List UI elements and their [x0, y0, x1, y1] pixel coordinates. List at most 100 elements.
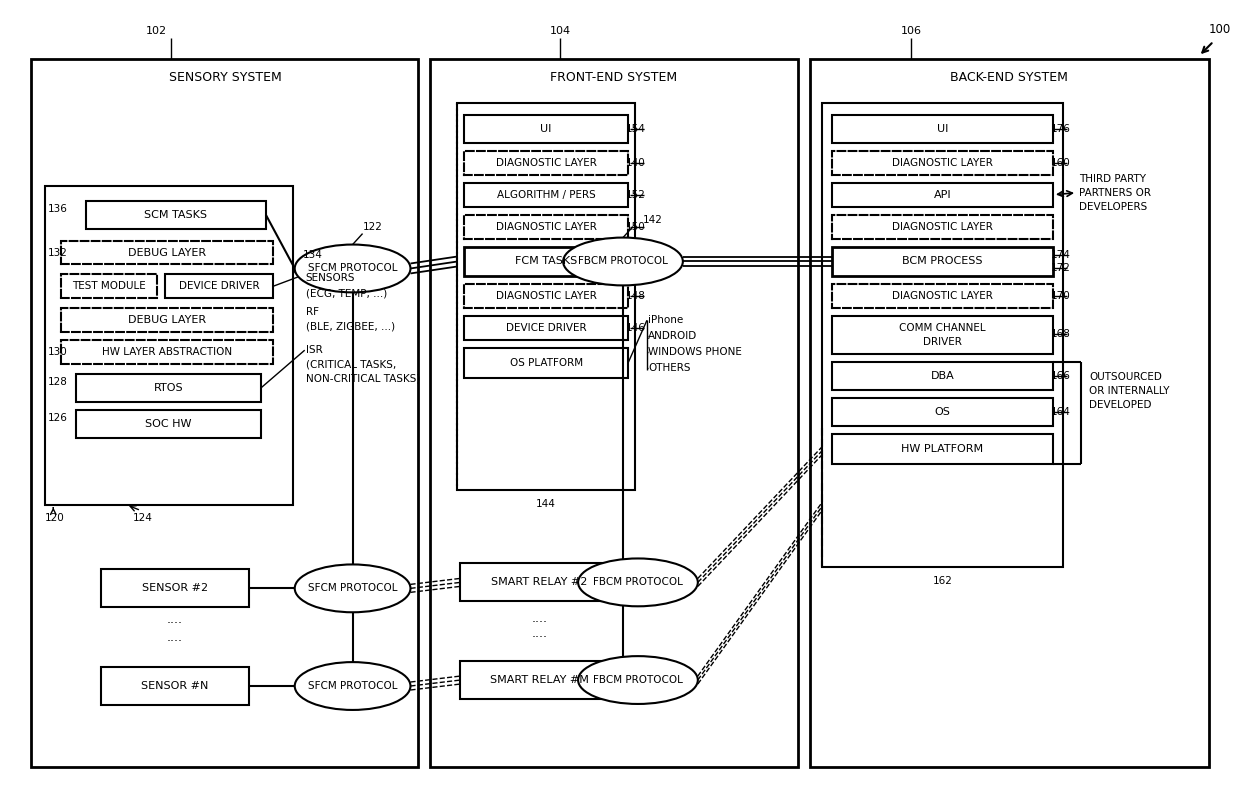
Text: FBCM PROTOCOL: FBCM PROTOCOL	[593, 577, 683, 588]
Text: SENSOR #N: SENSOR #N	[141, 681, 208, 691]
Text: ....: ....	[167, 630, 184, 644]
Text: 162: 162	[932, 576, 952, 587]
Bar	[165, 275, 273, 298]
Text: BCM PROCESS: BCM PROCESS	[901, 256, 982, 267]
Text: iPhone: iPhone	[649, 315, 683, 326]
Text: 148: 148	[626, 291, 646, 301]
Bar	[76, 374, 260, 402]
Bar	[832, 151, 1053, 175]
Bar	[464, 285, 627, 309]
Text: 140: 140	[626, 158, 646, 168]
Text: DIAGNOSTIC LAYER: DIAGNOSTIC LAYER	[892, 291, 993, 301]
Bar	[464, 348, 627, 378]
Text: ISR: ISR	[306, 345, 322, 355]
Bar	[102, 569, 249, 607]
Ellipse shape	[578, 656, 698, 704]
Text: OS: OS	[934, 407, 950, 417]
Text: 106: 106	[900, 27, 921, 36]
Text: 176: 176	[1052, 124, 1071, 134]
Text: DEBUG LAYER: DEBUG LAYER	[128, 247, 206, 258]
Ellipse shape	[563, 238, 683, 285]
Bar	[832, 316, 1053, 354]
Bar	[31, 59, 418, 767]
Bar	[832, 214, 1053, 239]
Text: 132: 132	[48, 247, 68, 258]
Bar	[102, 667, 249, 705]
Text: FBCM PROTOCOL: FBCM PROTOCOL	[578, 256, 668, 267]
Bar	[76, 410, 260, 438]
Text: SENSORY SYSTEM: SENSORY SYSTEM	[169, 71, 281, 84]
Text: 166: 166	[1052, 371, 1071, 381]
Text: ....: ....	[167, 613, 184, 625]
Bar	[832, 285, 1053, 309]
Text: COMM CHANNEL: COMM CHANNEL	[899, 323, 986, 333]
Text: SENSORS: SENSORS	[306, 273, 355, 284]
Text: 122: 122	[362, 222, 382, 231]
Text: 150: 150	[626, 222, 646, 231]
Text: WINDOWS PHONE: WINDOWS PHONE	[649, 347, 742, 357]
Ellipse shape	[578, 559, 698, 606]
Text: 168: 168	[1052, 329, 1071, 339]
Text: ....: ....	[531, 627, 547, 640]
Text: DIAGNOSTIC LAYER: DIAGNOSTIC LAYER	[892, 222, 993, 231]
Text: RF: RF	[306, 307, 319, 318]
Text: SMART RELAY #2: SMART RELAY #2	[491, 577, 588, 588]
Bar	[430, 59, 797, 767]
Text: 160: 160	[1052, 158, 1071, 168]
Text: (BLE, ZIGBEE, ...): (BLE, ZIGBEE, ...)	[306, 322, 394, 331]
Text: (CRITICAL TASKS,: (CRITICAL TASKS,	[306, 359, 396, 369]
Text: ANDROID: ANDROID	[649, 331, 697, 341]
Bar	[810, 59, 1209, 767]
Bar	[832, 398, 1053, 426]
Text: 130: 130	[48, 347, 68, 357]
Text: 126: 126	[48, 413, 68, 423]
Text: 174: 174	[1052, 250, 1071, 260]
Bar	[464, 214, 627, 239]
Text: 152: 152	[626, 189, 646, 200]
Bar	[464, 183, 627, 206]
Text: DEBUG LAYER: DEBUG LAYER	[128, 315, 206, 326]
Text: OS PLATFORM: OS PLATFORM	[510, 358, 583, 368]
Text: TEST MODULE: TEST MODULE	[72, 281, 146, 292]
Bar	[464, 151, 627, 175]
Bar	[832, 115, 1053, 143]
Bar	[460, 661, 618, 699]
Ellipse shape	[295, 564, 410, 613]
Text: UI: UI	[541, 124, 552, 134]
Text: SFCM PROTOCOL: SFCM PROTOCOL	[308, 584, 397, 593]
Ellipse shape	[295, 244, 410, 293]
Text: (ECG, TEMP, ...): (ECG, TEMP, ...)	[306, 289, 387, 298]
Text: BACK-END SYSTEM: BACK-END SYSTEM	[950, 71, 1068, 84]
Text: SCM TASKS: SCM TASKS	[145, 210, 207, 220]
Bar	[464, 316, 627, 340]
Bar	[61, 309, 273, 332]
Text: OTHERS: OTHERS	[649, 364, 691, 373]
Text: RTOS: RTOS	[154, 383, 184, 393]
Text: DRIVER: DRIVER	[923, 337, 962, 347]
Text: HW PLATFORM: HW PLATFORM	[901, 444, 983, 454]
Text: 154: 154	[626, 124, 646, 134]
Bar	[464, 247, 627, 276]
Text: 102: 102	[145, 27, 166, 36]
Text: 146: 146	[626, 323, 646, 333]
Bar	[61, 240, 273, 264]
Ellipse shape	[295, 662, 410, 710]
Text: 172: 172	[1052, 264, 1071, 273]
Text: 104: 104	[549, 27, 570, 36]
Text: SFCM PROTOCOL: SFCM PROTOCOL	[308, 264, 397, 273]
Text: OUTSOURCED: OUTSOURCED	[1089, 372, 1162, 382]
Text: DEVELOPED: DEVELOPED	[1089, 400, 1152, 410]
Text: 124: 124	[133, 513, 153, 522]
Bar	[832, 362, 1053, 390]
Bar	[832, 247, 1053, 276]
Text: ALGORITHM / PERS: ALGORITHM / PERS	[497, 189, 595, 200]
Text: 170: 170	[1052, 291, 1071, 301]
Bar	[46, 185, 293, 505]
Text: DIAGNOSTIC LAYER: DIAGNOSTIC LAYER	[892, 158, 993, 168]
Text: DEVELOPERS: DEVELOPERS	[1079, 202, 1147, 212]
Text: 120: 120	[46, 513, 64, 522]
Text: DEVICE DRIVER: DEVICE DRIVER	[506, 323, 587, 333]
Text: DIAGNOSTIC LAYER: DIAGNOSTIC LAYER	[496, 222, 596, 231]
Text: OR INTERNALLY: OR INTERNALLY	[1089, 386, 1169, 396]
Text: DIAGNOSTIC LAYER: DIAGNOSTIC LAYER	[496, 291, 596, 301]
